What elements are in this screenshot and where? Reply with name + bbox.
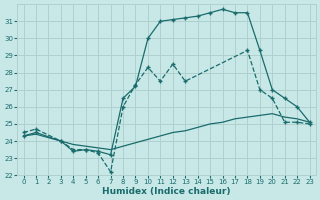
X-axis label: Humidex (Indice chaleur): Humidex (Indice chaleur) [102, 187, 231, 196]
